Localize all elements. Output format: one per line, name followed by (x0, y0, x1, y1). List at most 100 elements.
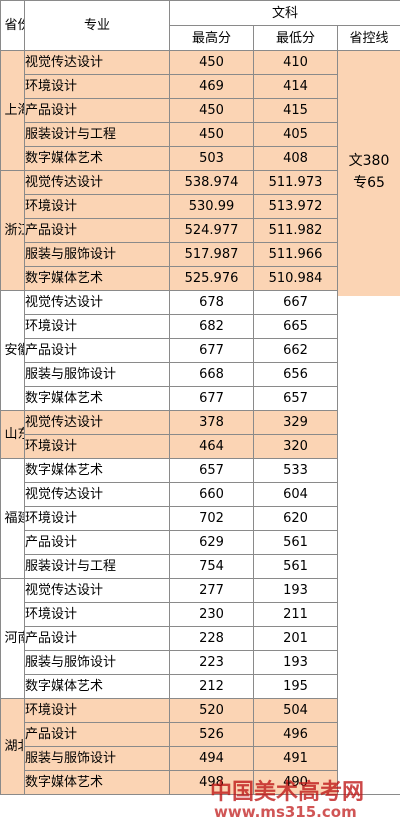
min-score-cell: 511.973 (253, 170, 338, 195)
max-score-cell: 464 (169, 434, 254, 459)
max-score-cell: 702 (169, 506, 254, 531)
major-cell: 环境设计 (24, 506, 170, 531)
min-score-cell: 193 (253, 650, 338, 675)
major-cell: 产品设计 (24, 98, 170, 123)
province-label: 安徽 (4, 343, 24, 358)
max-score-cell: 524.977 (169, 218, 254, 243)
control-line-cell: 文380 专65 (336, 50, 400, 795)
max-score-cell: 538.974 (169, 170, 254, 195)
min-score-cell: 320 (253, 434, 338, 459)
max-score-cell: 450 (169, 50, 254, 75)
province-label: 浙江 (4, 223, 24, 238)
score-table: 省份 专业 文科 最高分 最低分 省控线 上海视觉传达设计450410文380专… (0, 0, 400, 795)
header-category: 文科 (168, 0, 400, 26)
max-score-cell: 223 (169, 650, 254, 675)
min-score-cell: 496 (253, 722, 338, 747)
province-cell: 河南 (0, 578, 25, 699)
min-score-cell: 513.972 (253, 194, 338, 219)
min-score-cell: 561 (253, 554, 338, 579)
min-score-cell: 490 (253, 770, 338, 795)
province-label: 上海 (4, 103, 24, 118)
table-row: 环境设计 682 665 (1, 314, 400, 339)
max-score-cell: 629 (169, 530, 254, 555)
min-score-cell: 405 (253, 122, 338, 147)
min-score-cell: 511.966 (253, 242, 338, 267)
table-row: 数字媒体艺术 498 490 (1, 770, 400, 795)
major-cell: 数字媒体艺术 (24, 770, 170, 795)
max-score-cell: 677 (169, 338, 254, 363)
province-label: 山东 (4, 427, 24, 442)
max-score-cell: 682 (169, 314, 254, 339)
major-cell: 服装与服饰设计 (24, 242, 170, 267)
major-cell: 数字媒体艺术 (24, 674, 170, 699)
min-score-cell: 491 (253, 746, 338, 771)
table-row: 服装设计与工程 754 561 (1, 554, 400, 579)
min-score-cell: 408 (253, 146, 338, 171)
control-line-liberal-arts: 文380 (348, 153, 390, 169)
min-score-cell: 410 (253, 50, 338, 75)
province-label: 河南 (4, 631, 24, 646)
major-cell: 环境设计 (24, 698, 170, 723)
table-row: 视觉传达设计 660 604 (1, 482, 400, 507)
major-cell: 视觉传达设计 (24, 50, 170, 75)
table-row: 环境设计 230 211 (1, 602, 400, 627)
major-cell: 数字媒体艺术 (24, 458, 170, 483)
table-row: 数字媒体艺术 212 195 (1, 674, 400, 699)
table-row: 服装设计与工程 450 405 (1, 122, 400, 147)
table-row: 产品设计 450 415 (1, 98, 400, 123)
max-score-cell: 525.976 (169, 266, 254, 291)
max-score-cell: 378 (169, 410, 254, 435)
table-row: 山东视觉传达设计378329 (0, 410, 400, 459)
max-score-cell: 660 (169, 482, 254, 507)
table-row: 产品设计 526 496 (1, 722, 400, 747)
major-cell: 产品设计 (24, 626, 170, 651)
max-score-cell: 494 (169, 746, 254, 771)
major-cell: 产品设计 (24, 218, 170, 243)
major-cell: 环境设计 (24, 74, 170, 99)
max-score-cell: 517.987 (169, 242, 254, 267)
table-row: 数字媒体艺术 503 408 (1, 146, 400, 171)
max-score-cell: 450 (169, 98, 254, 123)
major-cell: 产品设计 (24, 338, 170, 363)
header-max: 最高分 (169, 25, 254, 51)
min-score-cell: 656 (253, 362, 338, 387)
min-score-cell: 662 (253, 338, 338, 363)
major-cell: 视觉传达设计 (24, 290, 170, 315)
min-score-cell: 511.982 (253, 218, 338, 243)
max-score-cell: 657 (169, 458, 254, 483)
watermark-url: www.ms315.com (214, 803, 357, 821)
min-score-cell: 620 (253, 506, 338, 531)
min-score-cell: 201 (253, 626, 338, 651)
major-cell: 数字媒体艺术 (24, 266, 170, 291)
major-cell: 环境设计 (24, 314, 170, 339)
province-label: 福建 (4, 511, 24, 526)
major-cell: 环境设计 (24, 434, 170, 459)
province-cell: 上海 (0, 50, 25, 171)
max-score-cell: 668 (169, 362, 254, 387)
min-score-cell: 510.984 (253, 266, 338, 291)
major-cell: 视觉传达设计 (24, 482, 170, 507)
header-min: 最低分 (253, 25, 338, 51)
min-score-cell: 195 (253, 674, 338, 699)
min-score-cell: 657 (253, 386, 338, 411)
table-row: 河南视觉传达设计277193 (0, 578, 400, 699)
max-score-cell: 230 (169, 602, 254, 627)
min-score-cell: 415 (253, 98, 338, 123)
min-score-cell: 665 (253, 314, 338, 339)
province-cell: 福建 (0, 458, 25, 579)
province-label: 湖北 (4, 739, 24, 754)
control-line-box: 文380 专65 (338, 51, 400, 296)
max-score-cell: 212 (169, 674, 254, 699)
max-score-cell: 677 (169, 386, 254, 411)
major-cell: 产品设计 (24, 722, 170, 747)
major-cell: 服装与服饰设计 (24, 650, 170, 675)
max-score-cell: 530.99 (169, 194, 254, 219)
province-cell: 山东 (0, 410, 25, 459)
header-major: 专业 (24, 0, 170, 51)
table-row: 服装与服饰设计 517.987 511.966 (1, 242, 400, 267)
major-cell: 服装设计与工程 (24, 554, 170, 579)
header-province: 省份 (0, 0, 25, 51)
